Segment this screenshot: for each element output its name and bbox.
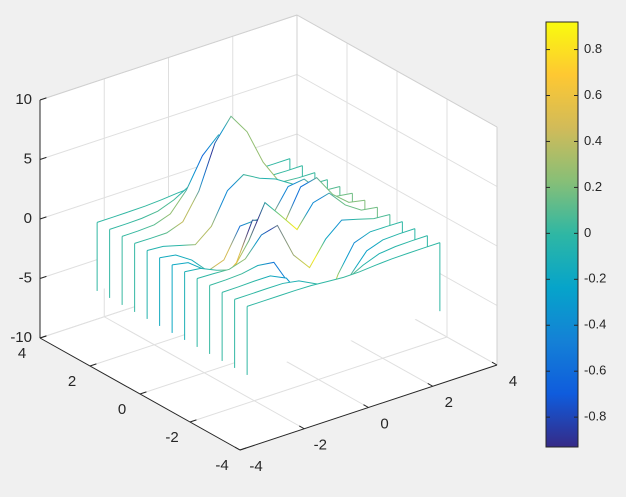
x-tick	[427, 383, 433, 387]
z-tick	[39, 97, 47, 101]
x-tick	[491, 361, 498, 366]
y-tick-label: 0	[118, 401, 126, 418]
colorbar-tick-label: -0.2	[584, 271, 606, 286]
x-tick-label: 0	[380, 415, 388, 432]
colorbar-tick-label: 0.4	[584, 133, 602, 148]
row-line	[184, 192, 378, 273]
wall-grid-line	[296, 74, 498, 187]
colorbar-tick-label: 0.6	[584, 87, 602, 102]
colorbar-tick-label: -0.8	[584, 409, 606, 424]
wall-grid-line	[39, 74, 298, 160]
y-tick	[189, 419, 197, 423]
y-tick-label: -4	[215, 457, 228, 474]
x-tick-label: -4	[249, 458, 262, 475]
z-tick	[39, 156, 47, 160]
wall-grid-line	[296, 133, 498, 247]
x-tick	[363, 404, 369, 408]
colorbar-tick-label: 0.2	[584, 179, 602, 194]
y-tick-label: 4	[18, 345, 26, 362]
z-tick-label: 5	[24, 150, 32, 167]
row-line	[196, 214, 391, 279]
row-line	[246, 242, 441, 307]
colorbar-tick-label: -0.6	[584, 363, 606, 378]
box-edge	[296, 14, 498, 128]
z-tick-label: -10	[10, 329, 32, 346]
colorbar	[545, 21, 579, 448]
x-tick-label: -2	[314, 437, 327, 454]
y-tick	[139, 391, 147, 395]
z-tick	[39, 216, 47, 220]
z-tick-label: 0	[24, 210, 32, 227]
x-tick	[234, 446, 241, 451]
z-tick-label: -5	[19, 269, 32, 286]
y-tick-label: -2	[165, 429, 178, 446]
y-tick-label: 2	[68, 373, 76, 390]
y-tick	[39, 335, 47, 339]
x-tick-label: 4	[509, 373, 517, 390]
colorbar-tick-label: 0	[584, 225, 591, 240]
z-tick	[39, 275, 47, 279]
x-tick	[299, 425, 305, 430]
colorbar-tick-label: -0.4	[584, 317, 606, 332]
x-tick-label: 2	[445, 394, 453, 411]
box-edge	[39, 14, 298, 101]
row-fill	[247, 242, 440, 375]
colorbar-tick-label: 0.8	[584, 41, 602, 56]
floor-grid-line	[189, 336, 448, 423]
y-tick	[89, 363, 97, 367]
y-tick	[239, 447, 247, 451]
z-tick-label: 10	[15, 91, 32, 108]
